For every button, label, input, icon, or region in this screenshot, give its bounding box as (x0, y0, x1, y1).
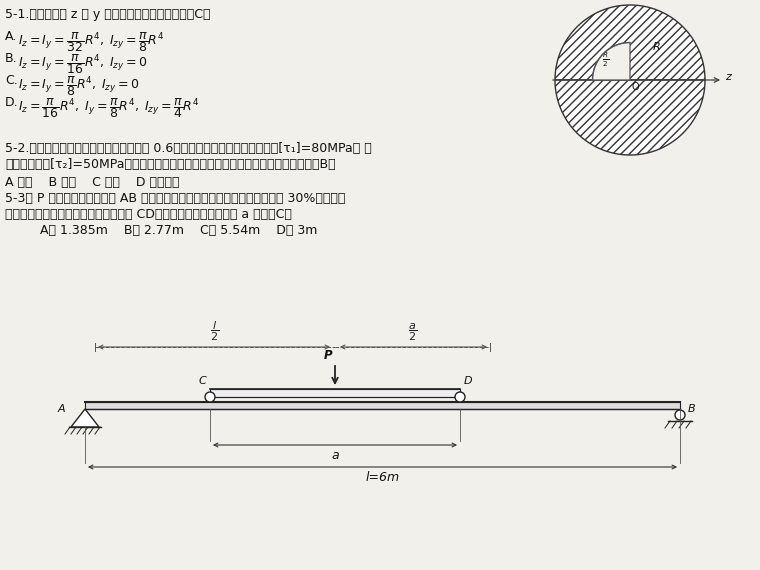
Text: O: O (632, 82, 640, 92)
Polygon shape (555, 80, 705, 155)
Text: $\dfrac{a}{2}$: $\dfrac{a}{2}$ (408, 321, 417, 343)
Text: A: A (57, 404, 65, 414)
Text: $\dfrac{l}{2}$: $\dfrac{l}{2}$ (211, 320, 220, 343)
Text: 的许用剪应力[τ₂]=50MPa。若仅从强度条件考虑，问哪一根轴能承受较大的扇矩：（B）: 的许用剪应力[τ₂]=50MPa。若仅从强度条件考虑，问哪一根轴能承受较大的扇矩… (5, 158, 336, 171)
Text: A． 1.385m    B． 2.77m    C． 5.54m    D． 3m: A． 1.385m B． 2.77m C． 5.54m D． 3m (40, 224, 318, 237)
Polygon shape (593, 43, 630, 80)
Text: P: P (323, 349, 332, 362)
Text: 5-2.钙制实心轴和铝制空心轴（直径比为 0.6）长度及横截面积均相等，应力[τ₁]=80MPa。 铝: 5-2.钙制实心轴和铝制空心轴（直径比为 0.6）长度及横截面积均相等，应力[τ… (5, 142, 372, 155)
Text: $R$: $R$ (652, 40, 660, 52)
Text: $I_z = \dfrac{\pi}{16}R^4,\; I_y = \dfrac{\pi}{8}R^4,\; I_{zy} = \dfrac{\pi}{4}R: $I_z = \dfrac{\pi}{16}R^4,\; I_y = \dfra… (18, 96, 199, 120)
Text: z: z (725, 72, 731, 82)
Text: D: D (464, 376, 473, 386)
Text: B: B (688, 404, 695, 414)
Text: 5-1.图示截面对 z 和 y 轴的惯性矩和惯性积为：（C）: 5-1.图示截面对 z 和 y 轴的惯性矩和惯性积为：（C） (5, 8, 211, 21)
Text: l=6m: l=6m (366, 471, 400, 484)
Text: $\frac{R}{2}$: $\frac{R}{2}$ (602, 50, 610, 68)
Text: $I_z = I_y = \dfrac{\pi}{32}R^4,\; I_{zy} = \dfrac{\pi}{8}R^4$: $I_z = I_y = \dfrac{\pi}{32}R^4,\; I_{zy… (18, 30, 164, 54)
Text: $I_z = I_y = \dfrac{\pi}{16}R^4,\; I_{zy} = 0$: $I_z = I_y = \dfrac{\pi}{16}R^4,\; I_{zy… (18, 52, 147, 76)
Text: A.: A. (5, 30, 17, 43)
Text: D.: D. (5, 96, 19, 109)
Text: C.: C. (5, 74, 17, 87)
Text: a: a (331, 449, 339, 462)
Circle shape (455, 392, 465, 402)
Text: 5-3当 P 力直接作用在简又梁 AB 的中点时，梁内的最大应力超过许用应力值 30%。为了消: 5-3当 P 力直接作用在简又梁 AB 的中点时，梁内的最大应力超过许用应力值 … (5, 192, 345, 205)
Bar (210, 389, 460, 397)
Text: A 钙制    B 铝制    C 相同    D 无法判断: A 钙制 B 铝制 C 相同 D 无法判断 (5, 176, 179, 189)
Text: $I_z = I_y = \dfrac{\pi}{8}R^4,\; I_{zy} = 0$: $I_z = I_y = \dfrac{\pi}{8}R^4,\; I_{zy}… (18, 74, 140, 98)
Circle shape (675, 410, 685, 420)
Polygon shape (71, 409, 99, 427)
Bar (85, 402, 680, 409)
Text: B.: B. (5, 52, 17, 65)
Circle shape (205, 392, 215, 402)
Polygon shape (555, 5, 705, 80)
Text: 除过载现象，配置了如图所示的辅助梁 CD；试确定此辅助梁的跨度 a 为：（C）: 除过载现象，配置了如图所示的辅助梁 CD；试确定此辅助梁的跨度 a 为：（C） (5, 208, 292, 221)
Text: C: C (198, 376, 206, 386)
